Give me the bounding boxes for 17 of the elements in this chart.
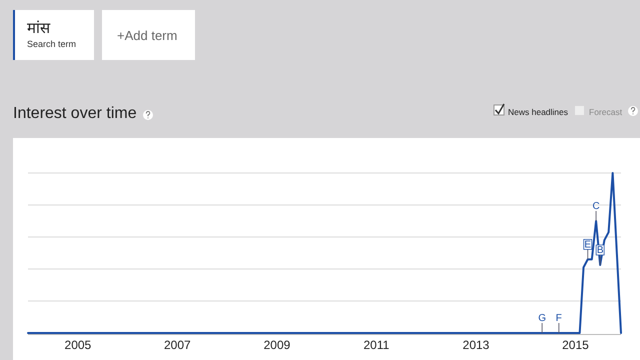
- text: News headlines: [508, 107, 568, 117]
- x-tick-label: 2015: [562, 338, 590, 352]
- x-tick-label: 2013: [462, 338, 490, 352]
- x-tick-label: 2009: [264, 338, 291, 352]
- annotation: G: [538, 313, 546, 324]
- annotation: F: [556, 313, 562, 324]
- text: +Add term: [117, 28, 178, 43]
- text: Forecast: [589, 107, 623, 117]
- text: मांस: [27, 20, 51, 37]
- x-tick-label: 2007: [164, 338, 192, 352]
- x-tick-label: 2011: [364, 338, 390, 352]
- chart-title: Interest over time: [13, 105, 137, 122]
- text: Search term: [27, 39, 76, 49]
- annotation: B: [596, 245, 604, 256]
- annotation: C: [592, 201, 600, 212]
- annotation: E: [584, 239, 592, 250]
- x-tick-label: 2005: [64, 338, 92, 352]
